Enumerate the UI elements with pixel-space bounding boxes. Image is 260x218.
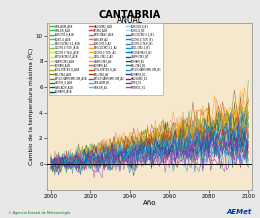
Text: AEMet: AEMet xyxy=(227,209,252,215)
Text: © Agencia Estatal de Meteorología: © Agencia Estatal de Meteorología xyxy=(8,211,70,215)
Legend: GOS-AOM_A1B, GOS-ER_A1B, INM-CM3.0_A1B, ECHO-G_A1B, MRI-CGCM2.3.2_A1B, CGCM3.1(T: GOS-AOM_A1B, GOS-ER_A1B, INM-CM3.0_A1B, … xyxy=(49,23,162,95)
Text: ANUAL: ANUAL xyxy=(117,16,143,25)
Y-axis label: Cambio de la temperatura máxima (ºC): Cambio de la temperatura máxima (ºC) xyxy=(28,48,34,165)
Text: CANTABRIA: CANTABRIA xyxy=(99,10,161,20)
X-axis label: Año: Año xyxy=(143,200,156,206)
